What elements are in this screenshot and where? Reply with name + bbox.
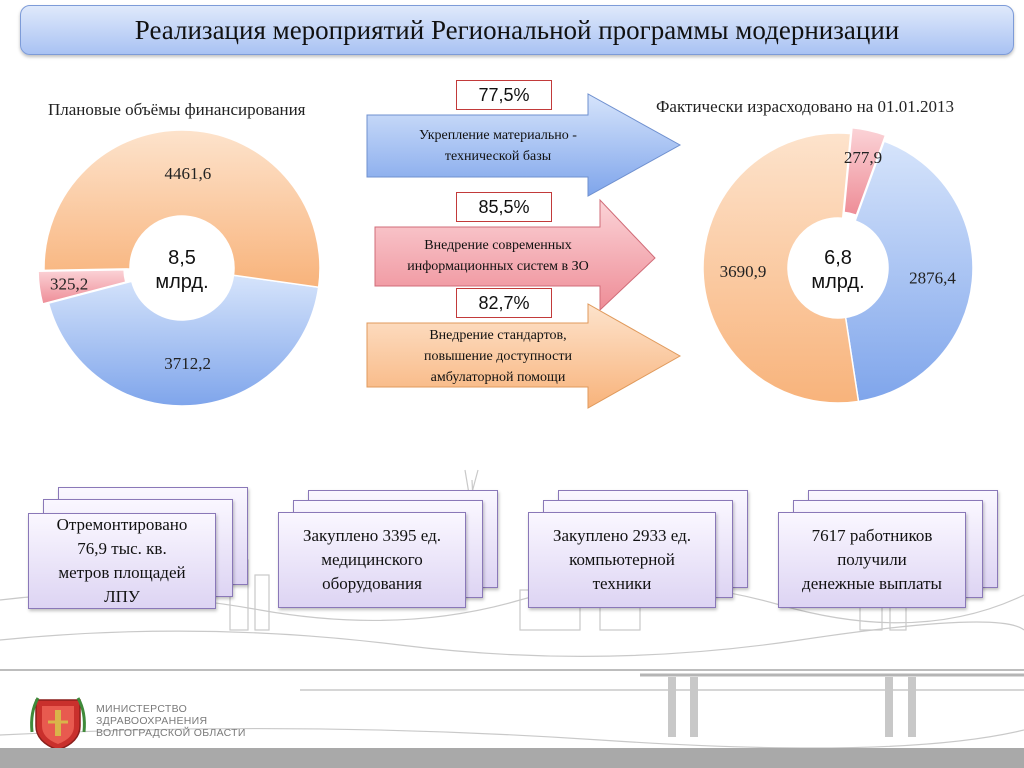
ministry-line: ЗДРАВООХРАНЕНИЯ [96,715,208,727]
city-sketch [0,469,1024,749]
ministry-line: ВОЛГОГРАДСКОЙ ОБЛАСТИ [96,727,246,739]
donut-center-label: 8,5 [168,247,196,269]
percent-box-2: 85,5% [456,192,552,222]
donut-slice [47,274,320,407]
card-line: денежные выплаты [802,574,942,593]
slice-value-label: 2876,4 [909,268,956,287]
card-line: оборудования [322,574,422,593]
arrow-text-line: технической базы [444,149,552,164]
card-line: Отремонтировано [56,515,188,534]
result-card-1: Отремонтировано 76,9 тыс. кв. метров пло… [28,487,248,609]
arrow-peach [366,303,682,409]
donut-center [134,220,230,316]
card-line: медицинского [321,550,423,569]
arrow-text-3: Внедрение стандартов, повышение доступно… [378,325,618,388]
card-text: Отремонтировано 76,9 тыс. кв. метров пло… [28,513,216,609]
arrow-blue [366,93,682,197]
ministry-name: МИНИСТЕРСТВО ЗДРАВООХРАНЕНИЯ ВОЛГОГРАДСК… [96,703,246,739]
arrow-pink [374,198,656,312]
card-text: Закуплено 2933 ед. компьютерной техники [528,512,716,608]
card-line: 76,9 тыс. кв. [77,539,167,558]
ministry-line: МИНИСТЕРСТВО [96,703,188,715]
card-line: Закуплено 3395 ед. [302,526,442,545]
slice-value-label: 3712,2 [164,354,211,373]
card-line: метров площадей [58,563,186,582]
card-text: Закуплено 3395 ед. медицинского оборудов… [278,512,466,608]
donut-slice [844,140,974,403]
card-line: Закуплено 2933 ед. [552,526,692,545]
arrow-text-2: Внедрение современных информационных сис… [378,235,618,277]
result-card-4: 7617 работников получили денежные выплат… [778,490,998,608]
arrow-text-line: Внедрение стандартов, [429,328,567,343]
arrow-text-line: повышение доступности [424,349,572,364]
card-text: 7617 работников получили денежные выплат… [778,512,966,608]
card-line: ЛПУ [104,587,140,606]
result-card-2: Закуплено 3395 ед. медицинского оборудов… [278,490,498,608]
right-chart-title: Фактически израсходовано на 01.01.2013 [656,97,954,116]
left-chart-title: Плановые объёмы финансирования [48,100,306,119]
title-banner: Реализация мероприятий Региональной прог… [20,5,1014,55]
card-line: 7617 работников [811,526,933,545]
slice-value-label: 325,2 [50,275,88,294]
donut-center-label: млрд. [811,271,864,293]
arrow-text-line: амбулаторной помощи [430,370,566,385]
donut-slice [843,126,887,217]
slice-value-label: 277,9 [844,148,882,167]
donut-center-label: млрд. [155,271,208,293]
slice-value-label: 3690,9 [720,262,767,281]
slice-value-label: 4461,6 [164,164,211,183]
donut-center [792,222,884,314]
coat-of-arms-icon [30,697,86,751]
arrow-text-line: Внедрение современных [424,238,572,253]
donut-slice [702,132,860,404]
percent-box-1: 77,5% [456,80,552,110]
donut-slice [43,129,321,289]
arrow-text-line: информационных систем в ЗО [407,259,589,274]
percent-box-3: 82,7% [456,288,552,318]
donut-center-label: 6,8 [824,247,852,269]
footer-strip [0,748,1024,768]
card-line: компьютерной [569,550,675,569]
card-line: получили [837,550,907,569]
result-card-3: Закуплено 2933 ед. компьютерной техники [528,490,748,608]
arrow-text-1: Укрепление материально - технической баз… [378,125,618,167]
card-line: техники [592,574,652,593]
arrow-text-line: Укрепление материально - [419,128,577,143]
page-title: Реализация мероприятий Региональной прог… [134,14,900,45]
